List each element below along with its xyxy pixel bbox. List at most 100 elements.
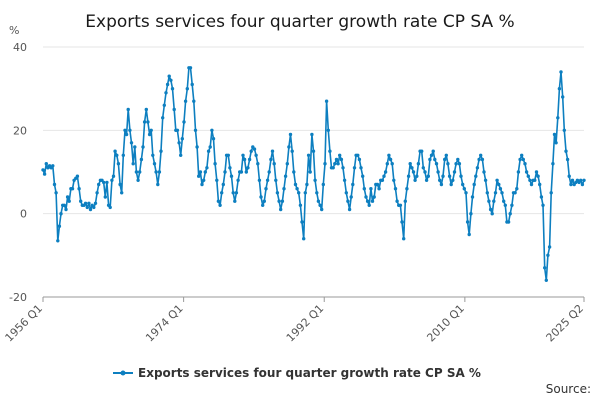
data-point[interactable] bbox=[405, 187, 409, 191]
data-point[interactable] bbox=[298, 203, 303, 207]
data-point[interactable] bbox=[424, 178, 429, 182]
data-point[interactable] bbox=[569, 182, 573, 187]
data-point[interactable] bbox=[302, 237, 306, 241]
data-point[interactable] bbox=[503, 203, 507, 207]
data-point[interactable] bbox=[470, 195, 475, 199]
data-point[interactable] bbox=[362, 187, 366, 191]
data-point[interactable] bbox=[303, 191, 307, 195]
data-point[interactable] bbox=[116, 162, 121, 166]
data-point[interactable] bbox=[269, 157, 273, 162]
data-point[interactable] bbox=[449, 182, 453, 187]
data-point[interactable] bbox=[308, 170, 312, 174]
data-point[interactable] bbox=[256, 162, 260, 166]
data-point[interactable] bbox=[364, 195, 368, 199]
data-point[interactable] bbox=[292, 170, 296, 174]
data-point[interactable] bbox=[506, 220, 511, 224]
data-point[interactable] bbox=[562, 128, 566, 132]
data-point[interactable] bbox=[549, 191, 553, 195]
data-point[interactable] bbox=[162, 103, 166, 108]
data-point[interactable] bbox=[88, 207, 93, 212]
data-point[interactable] bbox=[97, 182, 101, 187]
data-point[interactable] bbox=[128, 128, 132, 132]
data-point[interactable] bbox=[513, 191, 517, 195]
data-point[interactable] bbox=[297, 191, 301, 195]
data-point[interactable] bbox=[275, 191, 280, 195]
data-point[interactable] bbox=[469, 212, 473, 216]
data-point[interactable] bbox=[277, 199, 281, 203]
data-point[interactable] bbox=[305, 182, 309, 187]
data-point[interactable] bbox=[410, 166, 414, 170]
data-point[interactable] bbox=[67, 199, 71, 203]
data-point[interactable] bbox=[423, 170, 427, 174]
data-point[interactable] bbox=[254, 153, 258, 157]
data-point[interactable] bbox=[272, 162, 276, 166]
data-point[interactable] bbox=[252, 147, 257, 151]
data-point[interactable] bbox=[392, 178, 396, 182]
data-point[interactable] bbox=[567, 174, 571, 178]
data-point[interactable] bbox=[320, 207, 324, 212]
data-point[interactable] bbox=[79, 199, 83, 203]
data-point[interactable] bbox=[518, 157, 522, 162]
data-point[interactable] bbox=[223, 170, 227, 174]
data-point[interactable] bbox=[393, 187, 398, 191]
data-point[interactable] bbox=[420, 149, 424, 153]
data-point[interactable] bbox=[439, 182, 444, 187]
data-point[interactable] bbox=[441, 174, 445, 178]
data-point[interactable] bbox=[444, 153, 448, 157]
data-point[interactable] bbox=[246, 166, 250, 170]
data-point[interactable] bbox=[231, 191, 235, 195]
data-point[interactable] bbox=[300, 220, 304, 224]
data-point[interactable] bbox=[370, 199, 375, 203]
data-point[interactable] bbox=[580, 182, 585, 187]
data-point[interactable] bbox=[141, 145, 145, 149]
data-point[interactable] bbox=[139, 157, 144, 162]
data-point[interactable] bbox=[480, 157, 485, 162]
data-point[interactable] bbox=[388, 157, 393, 162]
data-point[interactable] bbox=[502, 199, 506, 203]
data-point[interactable] bbox=[482, 170, 486, 174]
data-point[interactable] bbox=[198, 170, 203, 174]
data-point[interactable] bbox=[382, 174, 386, 178]
data-point[interactable] bbox=[229, 174, 234, 178]
data-point[interactable] bbox=[561, 95, 565, 99]
data-point[interactable] bbox=[472, 182, 476, 187]
data-point[interactable] bbox=[321, 182, 325, 187]
data-point[interactable] bbox=[508, 212, 512, 216]
data-point[interactable] bbox=[202, 178, 206, 182]
data-point[interactable] bbox=[149, 128, 153, 132]
data-point[interactable] bbox=[552, 132, 557, 137]
data-point[interactable] bbox=[87, 201, 91, 205]
data-point[interactable] bbox=[521, 157, 525, 162]
data-point[interactable] bbox=[147, 132, 152, 137]
data-point[interactable] bbox=[467, 232, 471, 237]
data-point[interactable] bbox=[338, 153, 342, 157]
data-point[interactable] bbox=[536, 174, 540, 178]
data-point[interactable] bbox=[193, 128, 198, 132]
data-point[interactable] bbox=[328, 149, 332, 153]
data-point[interactable] bbox=[64, 207, 68, 212]
data-point[interactable] bbox=[129, 141, 134, 145]
data-point[interactable] bbox=[524, 170, 529, 174]
data-point[interactable] bbox=[498, 187, 503, 191]
data-point[interactable] bbox=[306, 153, 311, 157]
data-point[interactable] bbox=[75, 174, 80, 178]
data-point[interactable] bbox=[365, 199, 370, 203]
data-point[interactable] bbox=[582, 178, 586, 182]
data-point[interactable] bbox=[541, 203, 545, 207]
data-point[interactable] bbox=[216, 199, 221, 203]
data-point[interactable] bbox=[257, 178, 262, 182]
data-point[interactable] bbox=[454, 162, 458, 166]
data-point[interactable] bbox=[402, 237, 406, 241]
data-point[interactable] bbox=[179, 153, 183, 157]
data-point[interactable] bbox=[59, 212, 63, 216]
data-point[interactable] bbox=[205, 166, 209, 170]
data-point[interactable] bbox=[385, 162, 389, 166]
data-point[interactable] bbox=[347, 207, 352, 212]
data-point[interactable] bbox=[457, 162, 462, 166]
data-point[interactable] bbox=[485, 191, 489, 195]
data-point[interactable] bbox=[95, 191, 99, 195]
data-point[interactable] bbox=[547, 245, 552, 249]
data-point[interactable] bbox=[54, 191, 58, 195]
data-point[interactable] bbox=[533, 178, 537, 182]
data-point[interactable] bbox=[323, 162, 327, 166]
